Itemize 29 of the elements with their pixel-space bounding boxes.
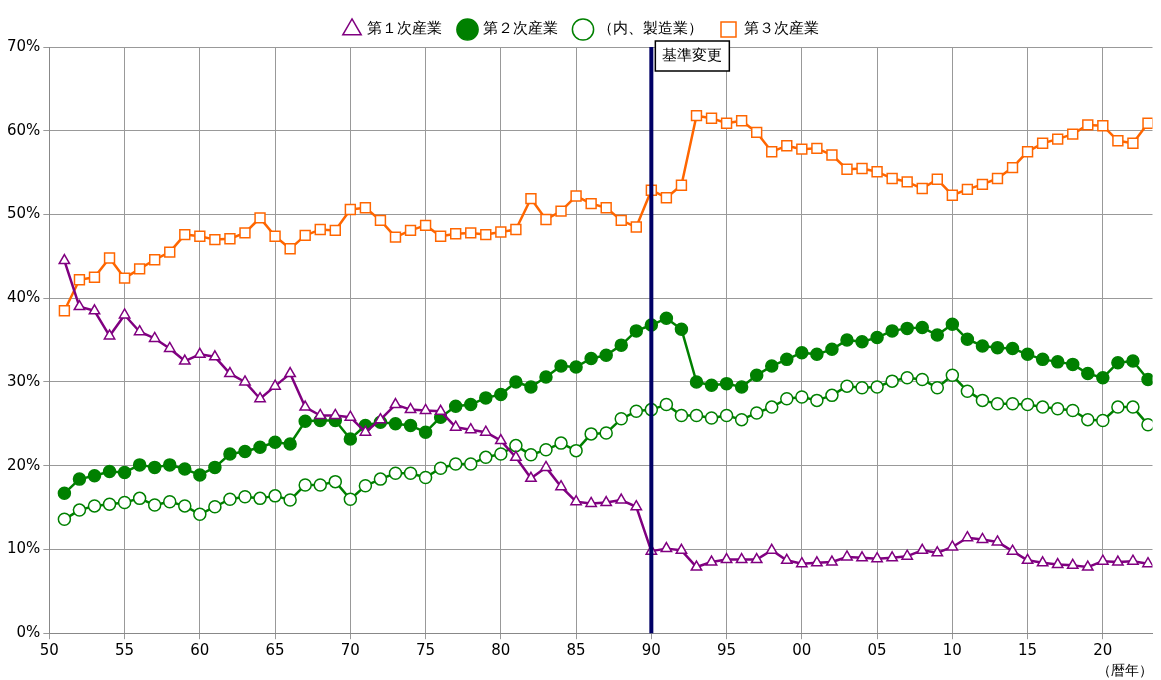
x-tick-label: 10 xyxy=(942,641,962,660)
y-tick-label: 10% xyxy=(7,539,41,558)
x-tick-label: 55 xyxy=(115,641,135,660)
legend-label: （内、製造業） xyxy=(598,19,703,38)
x-axis-title: （暦年） xyxy=(1096,662,1153,679)
x-tick-label: 85 xyxy=(566,641,586,660)
x-tick-label: 00 xyxy=(792,641,812,660)
x-tick-label: 70 xyxy=(340,641,360,660)
y-tick-label: 0% xyxy=(16,623,41,642)
x-tick-label: 90 xyxy=(641,641,661,660)
x-tick-label: 65 xyxy=(265,641,285,660)
y-tick-label: 40% xyxy=(7,288,41,307)
y-tick-label: 30% xyxy=(7,371,41,390)
x-tick-label: 80 xyxy=(491,641,511,660)
legend-label: 第３次産業 xyxy=(743,19,819,38)
y-tick-label: 70% xyxy=(7,36,41,55)
ref-line-label: 基準変更 xyxy=(662,45,723,64)
x-tick-label: 05 xyxy=(867,641,887,660)
x-tick-label: 60 xyxy=(190,641,210,660)
y-tick-label: 60% xyxy=(7,120,41,139)
x-tick-label: 75 xyxy=(416,641,436,660)
x-tick-label: 95 xyxy=(717,641,737,660)
x-tick-label: 20 xyxy=(1093,641,1113,660)
x-tick-label: 50 xyxy=(39,641,59,660)
y-tick-label: 50% xyxy=(7,204,41,223)
y-tick-label: 20% xyxy=(7,455,41,474)
x-tick-label: 15 xyxy=(1018,641,1038,660)
legend-label: 第２次産業 xyxy=(482,19,558,38)
legend-label: 第１次産業 xyxy=(367,19,442,38)
